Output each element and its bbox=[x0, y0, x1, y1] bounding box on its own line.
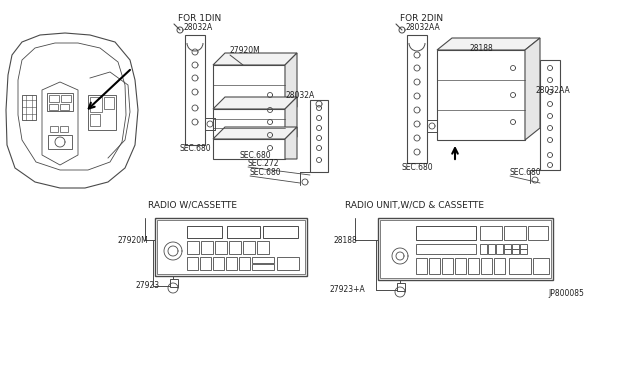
Polygon shape bbox=[525, 38, 540, 140]
Bar bbox=[310, 100, 328, 172]
Bar bbox=[504, 226, 526, 240]
Bar bbox=[104, 97, 114, 109]
Bar bbox=[504, 244, 511, 249]
Bar bbox=[170, 279, 178, 287]
Bar bbox=[88, 95, 116, 130]
Text: JP800085: JP800085 bbox=[548, 289, 584, 298]
Bar bbox=[494, 258, 505, 274]
Bar bbox=[263, 226, 298, 238]
Bar bbox=[257, 241, 269, 254]
Polygon shape bbox=[213, 97, 297, 109]
Bar bbox=[229, 241, 241, 254]
Bar bbox=[227, 226, 260, 238]
Text: 28188: 28188 bbox=[470, 44, 493, 52]
Bar bbox=[47, 93, 73, 111]
Bar bbox=[60, 104, 69, 110]
Text: 28188: 28188 bbox=[333, 235, 356, 244]
Bar bbox=[488, 244, 495, 254]
Text: SEC.680: SEC.680 bbox=[510, 167, 541, 176]
Polygon shape bbox=[285, 127, 297, 159]
Bar bbox=[528, 226, 548, 240]
Bar bbox=[407, 35, 427, 163]
Bar bbox=[397, 283, 405, 291]
Bar bbox=[213, 109, 285, 137]
Bar bbox=[504, 249, 511, 254]
Bar bbox=[22, 95, 36, 120]
Bar bbox=[509, 258, 531, 274]
Polygon shape bbox=[6, 33, 138, 188]
Bar bbox=[90, 114, 100, 126]
Polygon shape bbox=[437, 38, 540, 50]
Bar bbox=[185, 35, 205, 145]
Bar bbox=[155, 218, 307, 276]
Bar bbox=[226, 257, 237, 270]
Bar bbox=[201, 241, 213, 254]
Bar bbox=[213, 257, 224, 270]
Polygon shape bbox=[213, 127, 297, 139]
Bar bbox=[416, 226, 476, 240]
Text: 28032AA: 28032AA bbox=[406, 22, 441, 32]
Bar bbox=[520, 249, 527, 254]
Polygon shape bbox=[42, 82, 78, 165]
Bar bbox=[252, 264, 274, 270]
Text: 27920M: 27920M bbox=[230, 45, 260, 55]
Text: RADIO UNIT,W/CD & CASSETTE: RADIO UNIT,W/CD & CASSETTE bbox=[345, 201, 484, 209]
Text: SEC.680: SEC.680 bbox=[250, 167, 282, 176]
Bar bbox=[252, 257, 274, 263]
Bar bbox=[480, 244, 487, 254]
Text: SEC.680: SEC.680 bbox=[240, 151, 271, 160]
Bar bbox=[187, 257, 198, 270]
Bar bbox=[187, 241, 199, 254]
Bar bbox=[429, 258, 440, 274]
Bar bbox=[378, 218, 553, 280]
Text: 28032A: 28032A bbox=[285, 90, 314, 99]
Bar bbox=[60, 126, 68, 132]
Bar bbox=[468, 258, 479, 274]
Bar bbox=[213, 139, 285, 159]
Bar bbox=[442, 258, 453, 274]
Bar bbox=[481, 258, 492, 274]
Bar bbox=[480, 226, 502, 240]
Text: SEC.680: SEC.680 bbox=[402, 163, 434, 171]
Bar bbox=[533, 258, 549, 274]
Bar bbox=[416, 258, 427, 274]
Polygon shape bbox=[285, 97, 297, 137]
Bar bbox=[540, 60, 560, 170]
Bar bbox=[496, 244, 503, 254]
Bar bbox=[512, 244, 519, 249]
Text: RADIO W/CASSETTE: RADIO W/CASSETTE bbox=[148, 201, 237, 209]
Bar bbox=[49, 95, 59, 102]
Bar bbox=[213, 65, 285, 107]
Text: 28032AA: 28032AA bbox=[535, 86, 570, 94]
Bar bbox=[277, 257, 299, 270]
Bar bbox=[187, 226, 222, 238]
Bar bbox=[512, 249, 519, 254]
Bar bbox=[239, 257, 250, 270]
Bar bbox=[90, 97, 102, 112]
Text: SEC.272: SEC.272 bbox=[248, 158, 280, 167]
Bar bbox=[416, 244, 476, 254]
Polygon shape bbox=[213, 53, 297, 65]
Bar bbox=[380, 220, 551, 278]
Text: FOR 1DIN: FOR 1DIN bbox=[178, 13, 221, 22]
Bar bbox=[157, 220, 305, 274]
Text: 27923: 27923 bbox=[135, 282, 159, 291]
Bar bbox=[437, 50, 525, 140]
Bar bbox=[215, 241, 227, 254]
Bar bbox=[49, 104, 58, 110]
Text: FOR 2DIN: FOR 2DIN bbox=[400, 13, 443, 22]
Bar bbox=[50, 126, 58, 132]
Bar bbox=[48, 135, 72, 149]
Bar bbox=[200, 257, 211, 270]
Text: 27923+A: 27923+A bbox=[330, 285, 365, 295]
Text: SEC.680: SEC.680 bbox=[180, 144, 212, 153]
Bar bbox=[520, 244, 527, 249]
Text: 28032A: 28032A bbox=[184, 22, 213, 32]
Text: 27920M: 27920M bbox=[118, 235, 148, 244]
Bar bbox=[455, 258, 466, 274]
Bar bbox=[61, 95, 71, 102]
Bar bbox=[243, 241, 255, 254]
Polygon shape bbox=[18, 43, 126, 170]
Polygon shape bbox=[285, 53, 297, 107]
